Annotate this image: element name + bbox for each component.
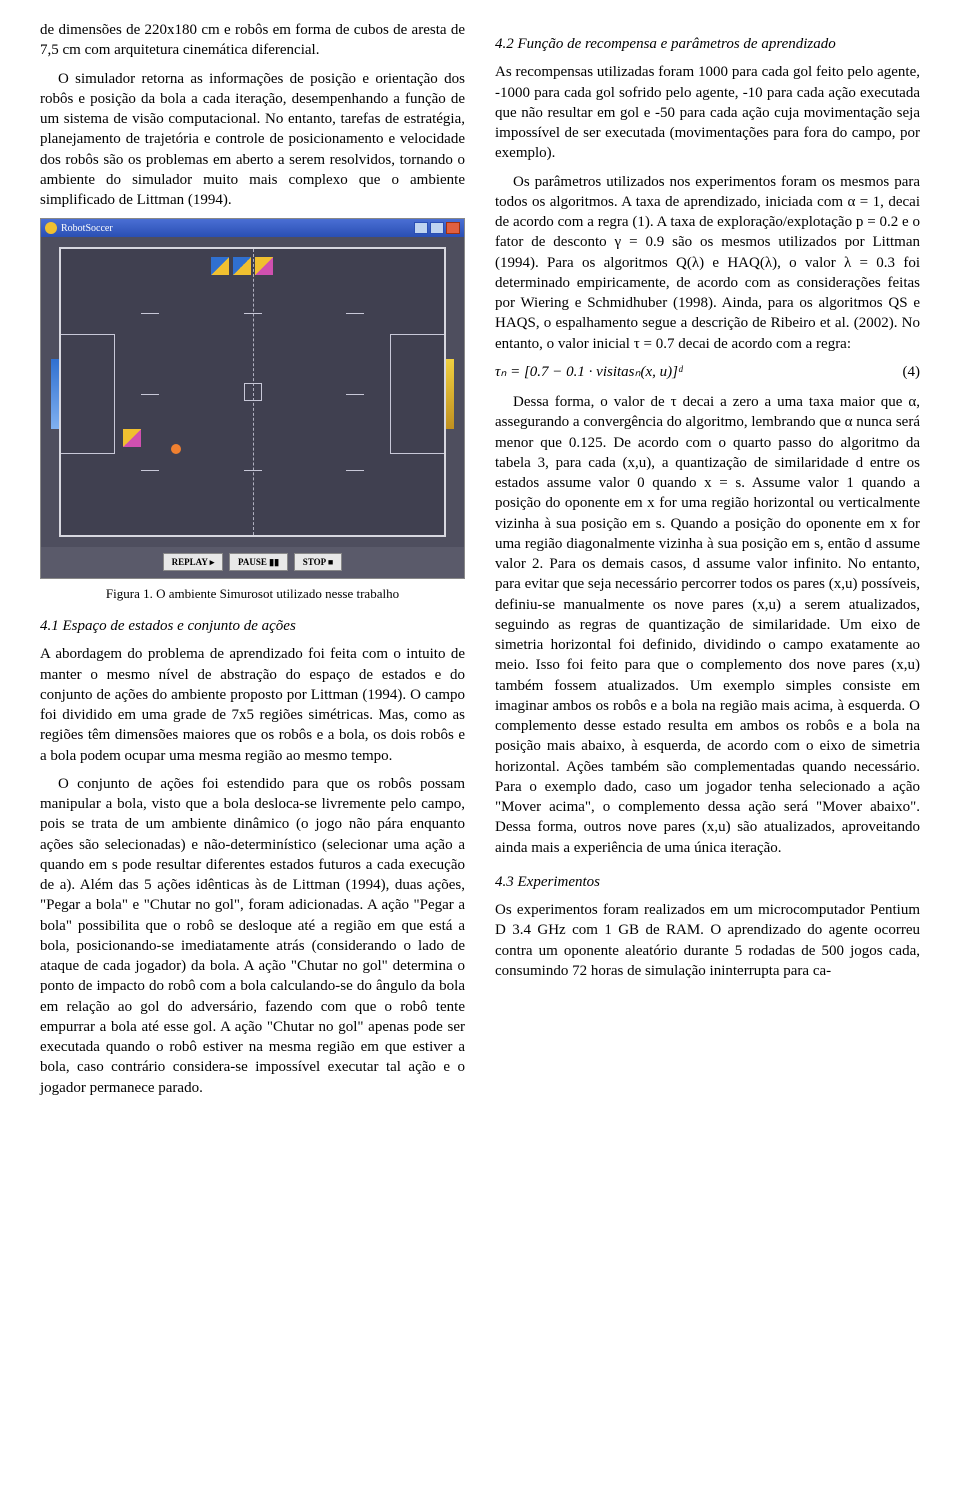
maximize-icon[interactable]: [430, 222, 444, 234]
pitch-container: [41, 237, 464, 547]
center-circle: [244, 383, 262, 401]
pitch-mark: [244, 313, 262, 314]
robot-yellow: [255, 257, 273, 275]
paragraph: O simulador retorna as informações de po…: [40, 69, 465, 211]
pitch-mark: [346, 470, 364, 471]
pitch-mark: [141, 470, 159, 471]
pitch-mark: [346, 394, 364, 395]
pitch: [59, 247, 446, 537]
figure-caption: Figura 1. O ambiente Simurosot utilizado…: [40, 585, 465, 603]
paragraph: As recompensas utilizadas foram 1000 par…: [495, 62, 920, 163]
robot-blue: [233, 257, 251, 275]
pitch-mark: [244, 470, 262, 471]
paragraph: Dessa forma, o valor de τ decai a zero a…: [495, 392, 920, 858]
left-column: de dimensões de 220x180 cm e robôs em fo…: [40, 20, 465, 1106]
simulator-screenshot: RobotSoccer: [40, 218, 465, 578]
window-title: RobotSoccer: [61, 222, 412, 236]
right-column: 4.2 Função de recompensa e parâmetros de…: [495, 20, 920, 1106]
section-heading: 4.2 Função de recompensa e parâmetros de…: [495, 34, 920, 54]
section-heading: 4.1 Espaço de estados e conjunto de açõe…: [40, 616, 465, 636]
equation: τₙ = [0.7 − 0.1 · visitasₙ(x, u)]ᵈ: [495, 362, 683, 382]
paragraph: de dimensões de 220x180 cm e robôs em fo…: [40, 20, 465, 61]
stop-button[interactable]: STOP ■: [294, 553, 343, 571]
pitch-mark: [141, 313, 159, 314]
window-titlebar: RobotSoccer: [41, 219, 464, 237]
ball: [171, 444, 181, 454]
close-icon[interactable]: [446, 222, 460, 234]
goal-right: [446, 359, 454, 429]
paragraph: O conjunto de ações foi estendido para q…: [40, 774, 465, 1098]
paragraph: A abordagem do problema de aprendizado f…: [40, 644, 465, 766]
robot-yellow: [123, 429, 141, 447]
pause-button[interactable]: PAUSE ▮▮: [229, 553, 288, 571]
goal-area-right: [390, 334, 444, 454]
section-heading: 4.3 Experimentos: [495, 872, 920, 892]
equation-row: τₙ = [0.7 − 0.1 · visitasₙ(x, u)]ᵈ (4): [495, 362, 920, 382]
control-bar: REPLAY ▸ PAUSE ▮▮ STOP ■: [41, 547, 464, 577]
pitch-mark: [141, 394, 159, 395]
goal-area-left: [61, 334, 115, 454]
replay-button[interactable]: REPLAY ▸: [163, 553, 224, 571]
equation-number: (4): [903, 362, 921, 382]
paragraph: Os parâmetros utilizados nos experimento…: [495, 172, 920, 354]
minimize-icon[interactable]: [414, 222, 428, 234]
app-icon: [45, 222, 57, 234]
robot-blue: [211, 257, 229, 275]
paragraph: Os experimentos foram realizados em um m…: [495, 900, 920, 981]
pitch-mark: [346, 313, 364, 314]
goal-left: [51, 359, 59, 429]
